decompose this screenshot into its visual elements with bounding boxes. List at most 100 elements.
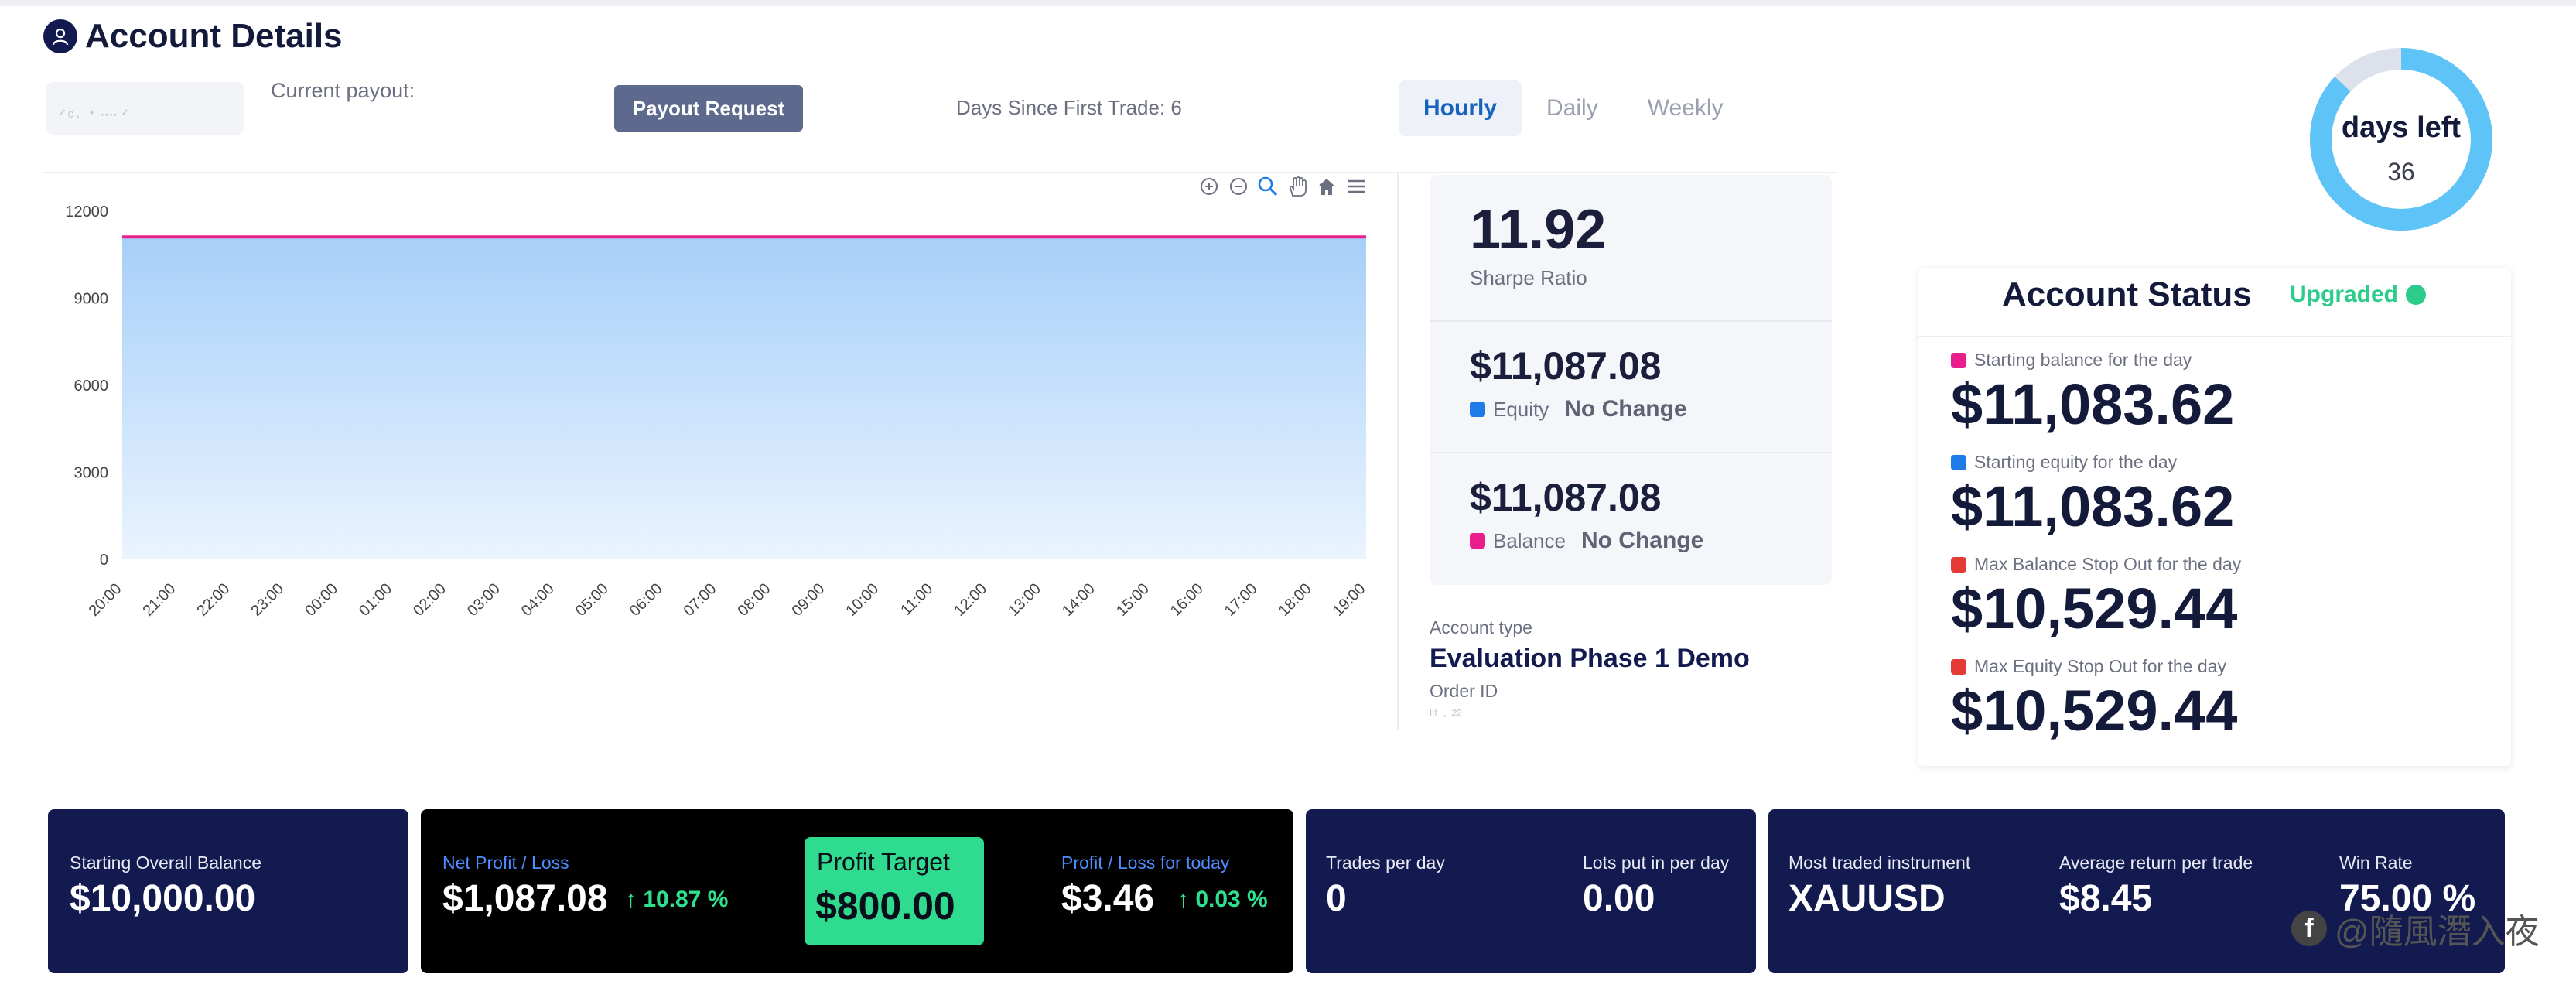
x-tick-label: 21:00	[139, 580, 179, 620]
account-type-label: Account type	[1430, 617, 1532, 637]
x-tick-label: 04:00	[518, 580, 558, 620]
win-rate-label: Win Rate	[2339, 853, 2413, 873]
x-tick-label: 01:00	[356, 580, 395, 620]
x-tick-label: 15:00	[1113, 580, 1153, 620]
max-equity-stop-swatch	[1951, 658, 1966, 675]
x-tick-label: 02:00	[410, 580, 449, 620]
x-tick-label: 18:00	[1276, 580, 1315, 620]
starting-balance-swatch	[1951, 352, 1966, 368]
x-tick-label: 03:00	[464, 580, 504, 620]
metrics-divider	[1430, 320, 1832, 322]
starting-overall-balance-value: $10,000.00	[70, 878, 256, 919]
starting-balance-label-text: Starting balance for the day	[1974, 350, 2192, 370]
average-return-label: Average return per trade	[2059, 853, 2253, 873]
equity-balance-chart: 12000 9000 6000 3000 0 20:00 21:00 22:00 23:00 00…	[43, 172, 1374, 729]
sharpe-ratio-label: Sharpe Ratio	[1470, 266, 1587, 289]
x-tick-label: 12:00	[951, 580, 990, 620]
starting-equity-swatch	[1951, 454, 1966, 470]
payout-request-button[interactable]: Payout Request	[614, 85, 803, 132]
starting-equity-value: $11,083.62	[1951, 474, 2235, 538]
page-header: Account Details	[43, 17, 343, 56]
most-traded-instrument-value: XAUUSD	[1789, 878, 1946, 919]
x-tick-label: 10:00	[842, 580, 882, 620]
zoom-in-icon[interactable]	[1197, 175, 1221, 198]
column-divider	[1397, 172, 1399, 730]
pan-hand-icon[interactable]	[1286, 175, 1309, 198]
y-tick-label: 12000	[65, 203, 108, 220]
order-id-value: ˡᶦᵗ · ²²	[1430, 707, 1462, 720]
x-tick-label: 00:00	[302, 580, 341, 620]
facebook-icon: f	[2291, 911, 2327, 946]
x-tick-label: 17:00	[1221, 580, 1261, 620]
days-since-first-trade: Days Since First Trade: 6	[956, 96, 1182, 119]
menu-icon[interactable]	[1344, 175, 1368, 198]
tab-weekly[interactable]: Weekly	[1647, 95, 1724, 121]
watermark-text: @隨風潛入夜	[2335, 913, 2540, 951]
balance-value: $11,087.08	[1470, 476, 1662, 519]
net-profit-value: $1,087.08	[442, 878, 608, 919]
current-payout-label: Current payout:	[271, 79, 415, 102]
tab-hourly[interactable]: Hourly	[1399, 80, 1522, 136]
x-tick-label: 13:00	[1005, 580, 1044, 620]
max-balance-stop-label-text: Max Balance Stop Out for the day	[1974, 554, 2242, 574]
today-profit-percent: ↑ 0.03 %	[1177, 887, 1268, 912]
sharpe-ratio-value: 11.92	[1470, 199, 1607, 261]
x-tick-label: 11:00	[897, 580, 936, 619]
equity-label: Equity	[1493, 397, 1549, 421]
trades-card: Trades per day 0 Lots put in per day 0.0…	[1306, 809, 1756, 973]
max-balance-stop-label: Max Balance Stop Out for the day	[1951, 554, 2241, 575]
top-divider	[0, 0, 2576, 6]
x-tick-label: 20:00	[86, 580, 125, 620]
starting-equity-label: Starting equity for the day	[1951, 452, 2177, 473]
max-balance-stop-swatch	[1951, 556, 1966, 573]
max-balance-stop-value: $10,529.44	[1951, 576, 2238, 641]
win-rate-value: 75.00 %	[2339, 878, 2476, 919]
status-divider	[1918, 336, 2511, 337]
profit-target-value: $800.00	[815, 884, 955, 928]
zoom-out-icon[interactable]	[1227, 175, 1250, 198]
days-left-value: 36	[2387, 158, 2415, 186]
account-status-title: Account Status	[2002, 275, 2252, 313]
net-profit-percent: ↑ 10.87 %	[625, 887, 729, 912]
balance-label: Balance	[1493, 528, 1566, 552]
max-equity-stop-value: $10,529.44	[1951, 678, 2238, 743]
user-icon	[43, 19, 77, 53]
metrics-panel: 11.92 Sharpe Ratio $11,087.08 Equity No …	[1430, 175, 1832, 585]
x-tick-label: 05:00	[572, 580, 612, 620]
lots-per-day-label: Lots put in per day	[1583, 853, 1730, 873]
magnifier-icon[interactable]	[1256, 175, 1279, 198]
watermark: f @隨風潛入夜	[2291, 904, 2540, 953]
starting-balance-value: $11,083.62	[1951, 372, 2235, 436]
instrument-card: Most traded instrument XAUUSD Average re…	[1768, 809, 2505, 973]
today-profit-label: Profit / Loss for today	[1061, 853, 1230, 873]
timeframe-tabs: Hourly Daily Weekly	[1399, 80, 1748, 136]
starting-balance-label: Starting balance for the day	[1951, 350, 2192, 371]
x-tick-label: 08:00	[735, 580, 774, 620]
equity-area	[122, 237, 1366, 559]
profit-target-box: Profit Target $800.00	[805, 837, 984, 945]
balance-legend: Balance No Change	[1470, 528, 1703, 554]
chart-canvas: 12000 9000 6000 3000 0 20:00 21:00 22:00 23:00 00…	[65, 203, 1368, 620]
x-tick-label: 23:00	[248, 580, 287, 620]
y-tick-label: 3000	[74, 465, 109, 482]
y-tick-label: 6000	[74, 378, 109, 395]
status-badge-text: Upgraded	[2290, 282, 2399, 307]
most-traded-instrument-label: Most traded instrument	[1789, 853, 1971, 873]
trades-per-day-label: Trades per day	[1326, 853, 1445, 873]
max-equity-stop-label: Max Equity Stop Out for the day	[1951, 656, 2226, 677]
x-tick-label: 07:00	[681, 580, 720, 620]
tab-daily[interactable]: Daily	[1546, 95, 1598, 121]
status-dot-icon	[2406, 285, 2427, 305]
y-tick-label: 9000	[74, 291, 109, 308]
y-tick-label: 0	[100, 552, 108, 569]
account-status-card	[1918, 268, 2511, 766]
trades-per-day-value: 0	[1326, 878, 1347, 919]
home-icon[interactable]	[1315, 175, 1338, 198]
account-selector[interactable]: ᐟᶜ· ᕀ᠁ ᐟ	[46, 82, 244, 135]
x-tick-label: 14:00	[1059, 580, 1098, 620]
starting-overall-balance-label: Starting Overall Balance	[70, 853, 262, 873]
balance-color-swatch	[1470, 533, 1485, 549]
days-left-donut	[2310, 48, 2492, 231]
average-return-value: $8.45	[2059, 878, 2153, 919]
chart-toolbar	[1197, 175, 1368, 198]
